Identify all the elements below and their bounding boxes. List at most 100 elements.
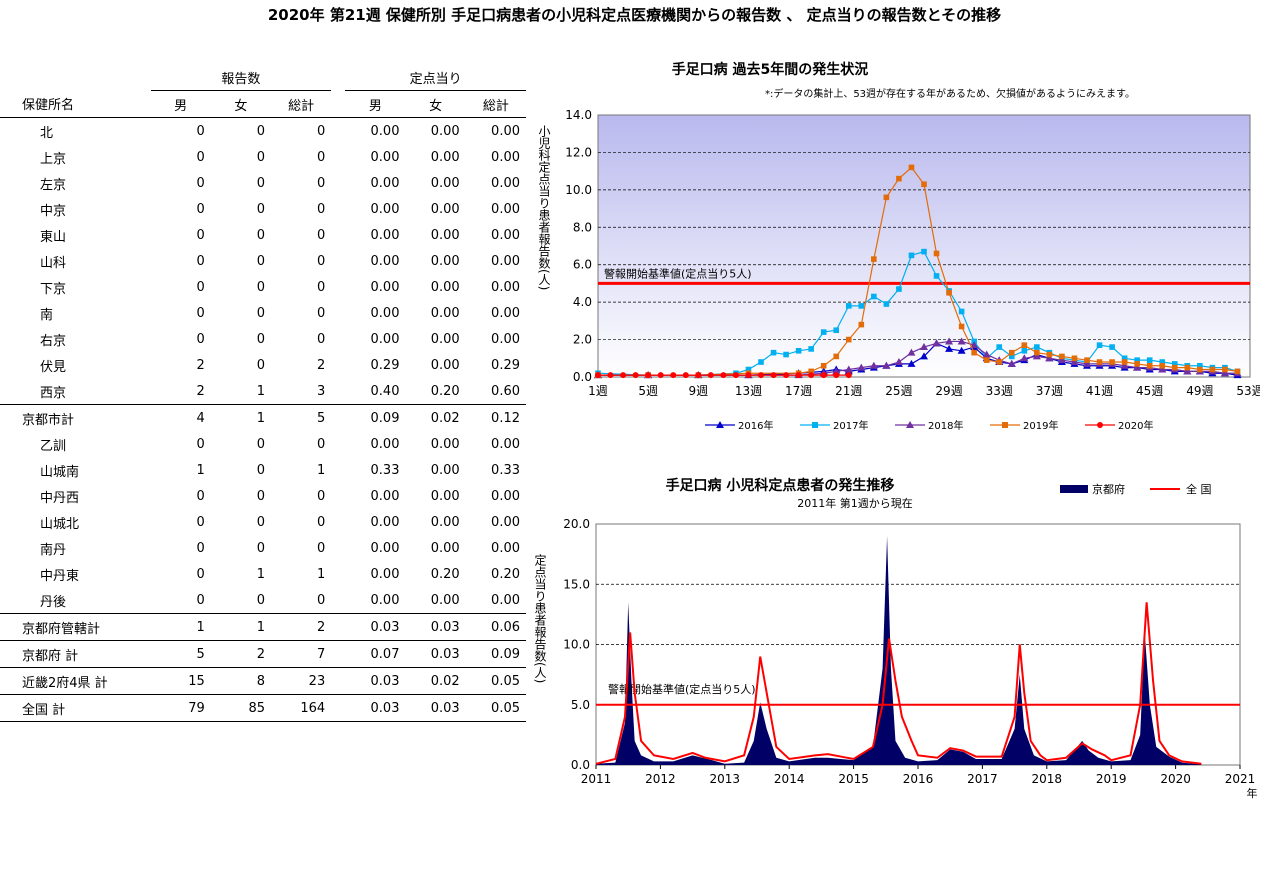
- table-cell-value: 0.00: [370, 566, 400, 582]
- table-cell-value: 0.05: [491, 700, 520, 716]
- table-cell-gap: [331, 457, 345, 483]
- table-cell-name: 丹後: [40, 594, 67, 610]
- table-cell-value: 0.20: [430, 566, 460, 582]
- chart1-point: [907, 348, 916, 356]
- col-header-gap: [331, 91, 345, 118]
- table-cell-value: 0.02: [430, 673, 460, 689]
- table-cell-value: 0: [256, 592, 265, 608]
- chart2-national-line: [595, 602, 1202, 765]
- chart1-point: [1021, 342, 1028, 348]
- chart1-point: [1159, 359, 1166, 365]
- table-cell-name: 山科: [40, 255, 67, 271]
- chart1-point: [857, 363, 866, 371]
- table-cell-name: 南: [40, 307, 54, 323]
- table-cell-gap: [331, 118, 345, 145]
- table-cell-value: 0: [196, 201, 205, 217]
- chart1-point: [620, 372, 627, 379]
- table-cell-name: 中京: [40, 203, 67, 219]
- chart1-point: [907, 359, 916, 367]
- chart1-point: [1158, 365, 1167, 373]
- table-cell-value: 0: [316, 540, 326, 556]
- table-cell-value: 0.03: [430, 619, 460, 635]
- chart1-point: [732, 372, 739, 379]
- chart1-point: [945, 337, 954, 345]
- table-cell-value: 0.00: [430, 201, 460, 217]
- table-cell-name: 南丹: [40, 542, 67, 558]
- chart1-point: [871, 293, 877, 300]
- table-cell-value: 0.00: [491, 436, 520, 452]
- table-cell-value: 5: [196, 646, 205, 662]
- chart2-xtick-label: 2021: [1225, 772, 1256, 786]
- chart2-ytick-label: 15.0: [563, 577, 590, 591]
- chart1-point: [1171, 364, 1178, 371]
- chart1-point: [1096, 359, 1103, 365]
- table-cell-value: 0: [316, 149, 326, 165]
- chart1-point: [770, 349, 777, 356]
- table-cell-name: 京都府 計: [22, 648, 79, 664]
- chart1-point: [720, 372, 727, 379]
- table-cell-value: 0.09: [491, 646, 520, 662]
- chart1-point: [820, 372, 827, 379]
- table-row: 中丹東 0 1 1 0.00 0.20 0.20: [0, 561, 526, 587]
- chart2-xtick-label: 2018: [1032, 772, 1063, 786]
- chart1-legend-marker: [1002, 422, 1008, 428]
- table-cell-value: 0: [256, 436, 265, 452]
- table-cell-value: 0: [316, 253, 326, 269]
- chart2-ytick-label: 20.0: [563, 517, 590, 531]
- table-cell-gap: [331, 431, 345, 457]
- table-cell-value: 0.03: [430, 646, 460, 662]
- chart1-point: [833, 327, 840, 334]
- table-cell-value: 0.33: [491, 462, 520, 478]
- table-cell-value: 0.00: [491, 253, 520, 269]
- chart1-point: [1007, 359, 1016, 367]
- chart1-legend-label: 2016年: [738, 419, 773, 432]
- table-row: 山城北 0 0 0 0.00 0.00 0.00: [0, 509, 526, 535]
- page-title: 2020年 第21週 保健所別 手足口病患者の小児科定点医療機関からの報告数 、…: [267, 6, 1002, 24]
- chart1-legend-label: 2018年: [928, 419, 963, 432]
- table-cell-value: 0.00: [430, 462, 460, 478]
- table-cell-value: 0: [196, 566, 205, 582]
- table-cell-value: 0.00: [370, 331, 400, 347]
- chart1-point: [1120, 361, 1129, 369]
- table-cell-gap: [331, 405, 345, 432]
- table-cell-value: 0.00: [430, 592, 460, 608]
- chart1-background: [597, 114, 1251, 378]
- table-cell-value: 0: [256, 227, 265, 243]
- table-cell-value: 0: [196, 279, 205, 295]
- chart1-legend-marker: [716, 421, 724, 428]
- table-cell-value: 0.29: [491, 357, 520, 373]
- chart1-point: [1121, 355, 1128, 362]
- table-cell-value: 0: [256, 175, 265, 191]
- chart1-point: [1159, 362, 1166, 369]
- table-cell-value: 0.00: [370, 514, 400, 530]
- table-cell-gap: [331, 668, 345, 695]
- chart1-point: [745, 366, 752, 373]
- table-cell-value: 7: [316, 646, 326, 662]
- chart1-legend-label: 2017年: [833, 419, 868, 432]
- chart1-point: [1234, 368, 1241, 375]
- table-cell-value: 0: [256, 357, 265, 373]
- table-cell-gap: [331, 509, 345, 535]
- table-row: 乙訓 0 0 0 0.00 0.00 0.00: [0, 431, 526, 457]
- table-cell-gap: [331, 170, 345, 196]
- chart1-point: [883, 301, 890, 307]
- table-row: 下京 0 0 0 0.00 0.00 0.00: [0, 274, 526, 300]
- table-row: 伏見 2 0 2 0.29 0.00 0.29: [0, 352, 526, 378]
- chart1-point: [908, 164, 915, 171]
- chart1-point: [845, 372, 852, 379]
- table-cell-value: 0: [316, 227, 326, 243]
- table-cell-value: 0.00: [491, 227, 520, 243]
- chart2-title: 手足口病 小児科定点患者の発生推移: [666, 477, 895, 494]
- chart1-point: [758, 372, 764, 379]
- table-cell-gap: [331, 326, 345, 352]
- chart1-series-line: [598, 166, 1238, 376]
- table-cell-value: 0.00: [491, 305, 520, 321]
- chart2-legend-swatch: [1060, 485, 1088, 493]
- chart1-point: [1032, 352, 1041, 360]
- five-year-chart: 手足口病 過去5年間の発生状況 *:データの集計上、53週が存在する年があるため…: [537, 61, 1260, 432]
- table-cell-value: 0: [196, 488, 205, 504]
- table-cell-value: 0: [256, 123, 265, 139]
- col-header-total: 総計: [288, 98, 315, 114]
- chart1-point: [896, 175, 902, 182]
- table-cell-value: 0: [256, 331, 265, 347]
